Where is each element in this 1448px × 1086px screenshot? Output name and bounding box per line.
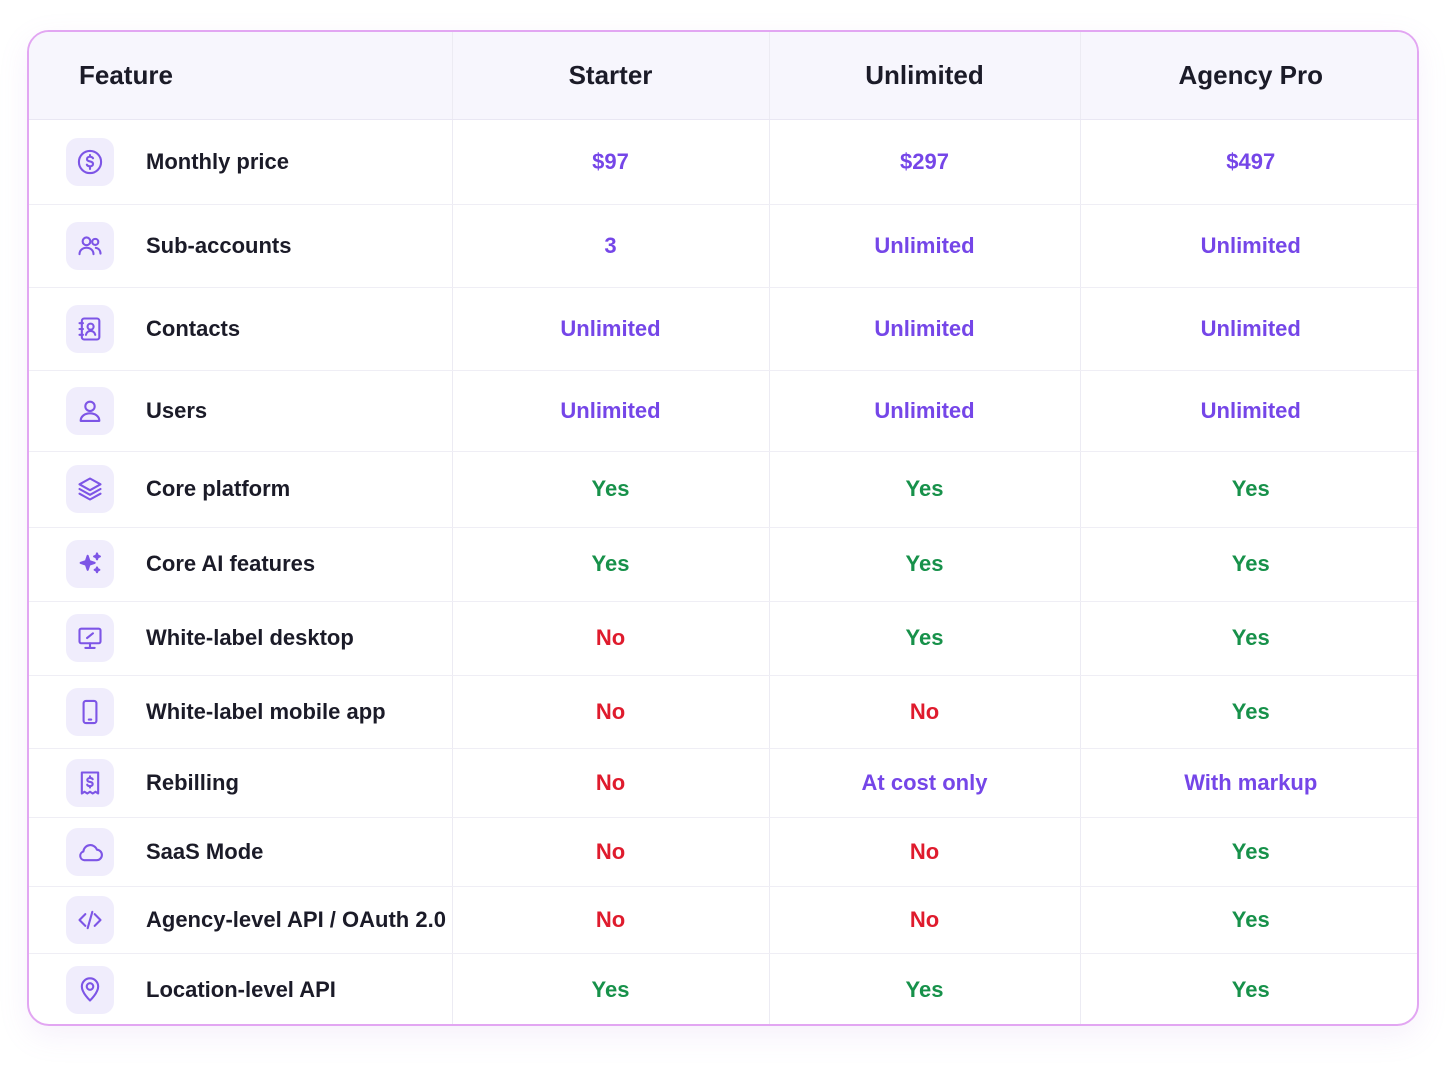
feature-cell: Monthly price [29,119,452,205]
agency-pro-value: $497 [1079,119,1417,205]
feature-label: Contacts [146,315,241,341]
feature-label: SaaS Mode [146,838,264,864]
location-pin-icon [66,966,114,1015]
agency-pro-value: Yes [1079,451,1417,528]
cloud-icon [66,827,114,876]
starter-value: 3 [451,204,769,288]
unlimited-value: No [768,886,1080,954]
feature-label: Users [146,397,208,423]
unlimited-value: At cost only [768,748,1080,818]
mobile-phone-icon [66,687,114,736]
starter-value: Unlimited [451,287,769,371]
table-row: Rebilling No At cost only With markup [29,748,1417,818]
users-icon [66,221,114,270]
header-unlimited: Unlimited [768,32,1080,120]
agency-pro-value: Yes [1079,527,1417,602]
feature-label: Location-level API [146,977,336,1003]
table-row: Monthly price $97 $297 $497 [29,119,1417,205]
table-row: SaaS Mode No No Yes [29,817,1417,887]
starter-value: $97 [451,119,769,205]
agency-pro-value: Yes [1079,886,1417,954]
header-feature: Feature [29,32,452,120]
table-row: Users Unlimited Unlimited Unlimited [29,370,1417,452]
table-row: White-label desktop No Yes Yes [29,601,1417,676]
user-icon [66,386,114,435]
agency-pro-value: Yes [1079,953,1417,1024]
unlimited-value: No [768,817,1080,887]
feature-cell: Rebilling [29,748,452,818]
starter-value: Yes [451,527,769,602]
table-row: White-label mobile app No No Yes [29,675,1417,749]
table-header-row: Feature Starter Unlimited Agency Pro [29,32,1417,120]
feature-label: White-label desktop [146,625,354,650]
feature-cell: Sub-accounts [29,204,452,288]
table-row: Contacts Unlimited Unlimited Unlimited [29,287,1417,371]
starter-value: No [451,817,769,887]
table-row: Agency-level API / OAuth 2.0 No No Yes [29,886,1417,954]
feature-cell: Core platform [29,451,452,528]
agency-pro-value: Unlimited [1079,370,1417,452]
unlimited-value: Yes [768,451,1080,528]
unlimited-value: Unlimited [768,370,1080,452]
feature-cell: SaaS Mode [29,817,452,887]
table-row: Location-level API Yes Yes Yes [29,953,1417,1024]
feature-cell: Users [29,370,452,452]
table-row: Sub-accounts 3 Unlimited Unlimited [29,204,1417,288]
starter-value: Yes [451,451,769,528]
desktop-monitor-icon [66,614,114,662]
layers-icon [66,465,114,513]
code-brackets-icon [66,895,114,944]
unlimited-value: Yes [768,601,1080,676]
header-agency-pro: Agency Pro [1079,32,1417,120]
feature-label: Core platform [146,476,291,501]
agency-pro-value: Yes [1079,601,1417,676]
table-row: Core platform Yes Yes Yes [29,451,1417,528]
sparkles-icon [66,540,114,588]
agency-pro-value: With markup [1079,748,1417,818]
agency-pro-value: Unlimited [1079,204,1417,288]
dollar-circle-icon [66,137,114,186]
agency-pro-value: Yes [1079,817,1417,887]
feature-cell: White-label desktop [29,601,452,676]
feature-label: Agency-level API / OAuth 2.0 [146,906,446,932]
feature-cell: Agency-level API / OAuth 2.0 [29,886,452,954]
unlimited-value: No [768,675,1080,749]
feature-cell: White-label mobile app [29,675,452,749]
receipt-dollar-icon [66,758,114,807]
feature-label: White-label mobile app [146,698,386,724]
unlimited-value: Yes [768,953,1080,1024]
starter-value: No [451,675,769,749]
starter-value: No [451,886,769,954]
starter-value: Yes [451,953,769,1024]
starter-value: No [451,748,769,818]
feature-cell: Location-level API [29,953,452,1024]
unlimited-value: Unlimited [768,287,1080,371]
header-starter: Starter [451,32,769,120]
pricing-comparison-card: Feature Starter Unlimited Agency Pro Mon… [27,30,1419,1026]
unlimited-value: $297 [768,119,1080,205]
feature-cell: Contacts [29,287,452,371]
table-row: Core AI features Yes Yes Yes [29,527,1417,602]
agency-pro-value: Unlimited [1079,287,1417,371]
unlimited-value: Yes [768,527,1080,602]
pricing-comparison-table: Feature Starter Unlimited Agency Pro Mon… [29,32,1417,1024]
feature-label: Rebilling [146,769,239,795]
feature-label: Core AI features [146,551,316,576]
feature-label: Monthly price [146,148,290,174]
feature-cell: Core AI features [29,527,452,602]
starter-value: Unlimited [451,370,769,452]
contacts-book-icon [66,304,114,353]
starter-value: No [451,601,769,676]
feature-label: Sub-accounts [146,232,292,258]
unlimited-value: Unlimited [768,204,1080,288]
agency-pro-value: Yes [1079,675,1417,749]
